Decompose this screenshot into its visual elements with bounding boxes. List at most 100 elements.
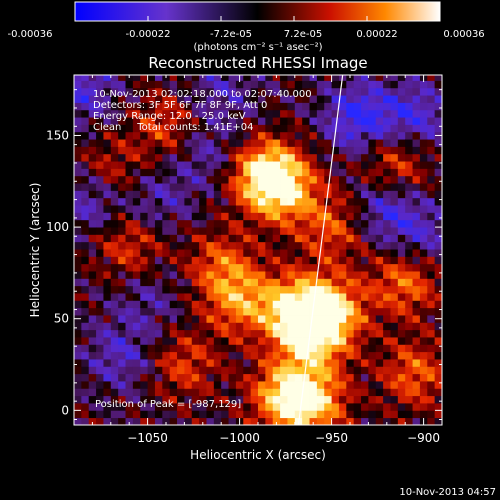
heatmap-cell (235, 322, 244, 331)
heatmap-cell (154, 344, 163, 353)
heatmap-cell (228, 102, 237, 111)
heatmap-cell (88, 263, 97, 272)
heatmap-cell (74, 190, 82, 199)
heatmap-cell (309, 278, 318, 287)
heatmap-cell (412, 161, 421, 169)
heatmap-cell (191, 241, 200, 250)
heatmap-cell (324, 307, 332, 316)
heatmap-cell (74, 351, 82, 360)
heatmap-cell (228, 337, 237, 345)
heatmap-cell (184, 366, 193, 375)
heatmap-cell (132, 271, 141, 279)
heatmap-cell (361, 417, 369, 425)
heatmap-cell (287, 263, 296, 272)
colorbar-tick-label: -7.2e-05 (210, 29, 252, 40)
heatmap-cell (338, 95, 347, 103)
heatmap-cell (353, 234, 362, 243)
heatmap-cell (294, 293, 303, 301)
heatmap-cell (132, 227, 141, 235)
heatmap-cell (162, 117, 171, 125)
heatmap-cell (132, 183, 141, 191)
heatmap-cell (258, 285, 266, 294)
heatmap-cell (88, 131, 97, 140)
heatmap-cell (427, 102, 436, 111)
heatmap-cell (221, 131, 229, 140)
heatmap-cell (96, 344, 104, 353)
heatmap-cell (434, 278, 442, 287)
heatmap-cell (221, 366, 229, 375)
heatmap-cell (316, 153, 325, 162)
heatmap-cell (169, 322, 178, 331)
heatmap-cell (390, 117, 399, 125)
heatmap-cell (184, 410, 193, 419)
heatmap-cell (434, 197, 442, 206)
heatmap-cell (338, 359, 347, 367)
heatmap-cell (316, 117, 325, 125)
heatmap-cell (390, 351, 399, 360)
heatmap-cell (287, 417, 296, 425)
chart-title: Reconstructed RHESSI Image (148, 54, 367, 72)
heatmap-cell (162, 395, 171, 404)
heatmap-cell (125, 161, 134, 169)
heatmap-cell (324, 131, 332, 140)
heatmap-cell (228, 205, 237, 213)
heatmap-cell (368, 307, 377, 316)
heatmap-cell (383, 300, 391, 309)
heatmap-cell (154, 329, 163, 338)
heatmap-cell (221, 293, 229, 301)
heatmap-cell (118, 183, 126, 191)
heatmap-cell (294, 256, 303, 265)
heatmap-cell (368, 293, 377, 301)
heatmap-cell (177, 197, 185, 206)
heatmap-cell (258, 322, 266, 331)
heatmap-cell (427, 249, 436, 257)
heatmap-cell (235, 102, 244, 111)
heatmap-cell (280, 410, 288, 419)
heatmap-cell (280, 256, 288, 265)
heatmap-cell (103, 278, 112, 287)
heatmap-cell (405, 285, 413, 294)
heatmap-cell (405, 212, 413, 221)
heatmap-cell (162, 366, 171, 375)
heatmap-cell (272, 139, 281, 147)
heatmap-cell (412, 183, 421, 191)
heatmap-cell (250, 278, 259, 287)
heatmap-cell (280, 146, 288, 155)
heatmap-cell (88, 271, 97, 279)
heatmap-cell (294, 271, 303, 279)
heatmap-cell (287, 381, 296, 389)
heatmap-cell (199, 146, 207, 155)
heatmap-cell (338, 124, 347, 133)
heatmap-cell (221, 241, 229, 250)
heatmap-cell (294, 329, 303, 338)
heatmap-cell (397, 366, 406, 375)
heatmap-cell (140, 146, 148, 155)
heatmap-cell (228, 117, 237, 125)
heatmap-cell (162, 153, 171, 162)
heatmap-cell (213, 75, 222, 81)
heatmap-cell (191, 388, 200, 397)
heatmap-cell (412, 263, 421, 272)
heatmap-cell (419, 190, 428, 199)
heatmap-cell (405, 146, 413, 155)
heatmap-cell (110, 197, 119, 206)
heatmap-cell (383, 263, 391, 272)
heatmap-cell (272, 212, 281, 221)
heatmap-cell (243, 263, 252, 272)
heatmap-cell (96, 322, 104, 331)
y-axis-label: Heliocentric Y (arcsec) (28, 183, 42, 318)
heatmap-cell (74, 271, 82, 279)
heatmap-cell (397, 263, 406, 272)
heatmap-cell (265, 146, 274, 155)
heatmap-cell (302, 388, 310, 397)
heatmap-cell (287, 366, 296, 375)
heatmap-cell (390, 80, 399, 89)
heatmap-cell (258, 300, 266, 309)
heatmap-cell (118, 278, 126, 287)
heatmap-cell (213, 219, 222, 228)
heatmap-cell (103, 395, 112, 404)
heatmap-cell (184, 285, 193, 294)
heatmap-cell (375, 256, 384, 265)
heatmap-cell (88, 124, 97, 133)
heatmap-cell (258, 219, 266, 228)
